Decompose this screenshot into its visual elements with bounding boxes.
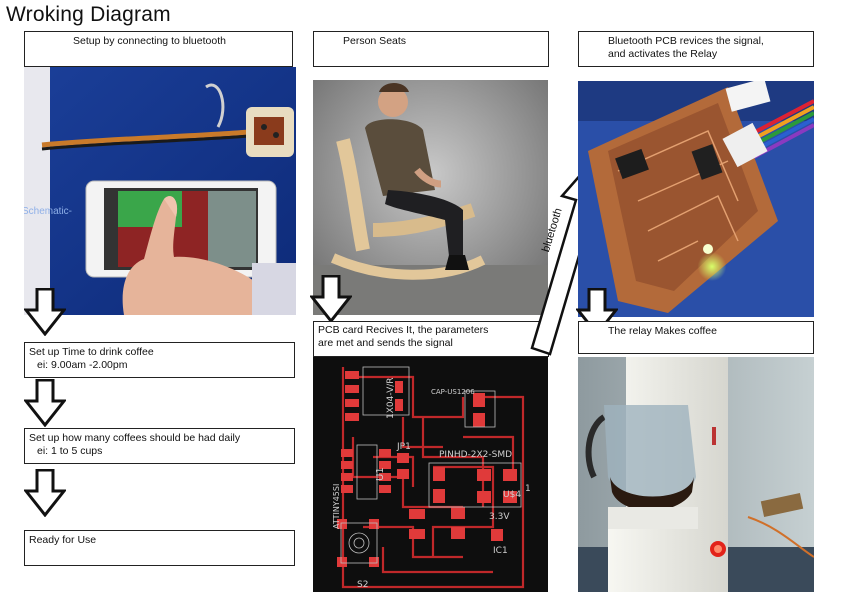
phone-app-photo: Schematic- [24,67,296,315]
step-box-person-seats: Person Seats [313,31,549,67]
pcb-label-ic1: IC1 [493,546,508,556]
coffee-machine-photo [578,357,814,592]
step-box-set-time: Set up Time to drink coffee ei: 9.00am -… [24,342,295,378]
person-seated-photo [313,80,548,315]
step-text: Bluetooth PCB revices the signal, [608,35,764,47]
step-box-coffee-count: Set up how many coffees should be had da… [24,428,295,464]
step-box-pcb-receives: PCB card Recives It, the parameters are … [313,321,549,357]
pcb-layout-image: 1X04-V/R CAP-US1206 JP1 U1 ATTINY45SI PI… [313,357,548,592]
pcb-label-jp1: JP1 [396,442,411,452]
pcb-label-u1: U1 [375,467,386,481]
step-box-relay-coffee: The relay Makes coffee [578,321,814,354]
step-text: Setup by connecting to bluetooth [73,35,226,47]
pcb-label-one: 1 [525,484,531,494]
step-box-ready: Ready for Use [24,530,295,566]
step-text: The relay Makes coffee [608,325,717,337]
pcb-label-part: 1X04-V/R [386,377,396,419]
step-text: Set up how many coffees should be had da… [29,432,241,444]
pcb-label-33v: 3.3V [489,512,510,522]
step-box-connect-bluetooth: Setup by connecting to bluetooth [24,31,293,67]
step-text: and activates the Relay [608,48,718,60]
down-arrow-icon [24,288,66,336]
step-text: Person Seats [343,35,407,47]
down-arrow-icon [24,379,66,427]
step-example-text: ei: 9.00am -2.00pm [37,359,128,371]
down-arrow-icon [310,275,352,323]
pcb-label-u4: U$4 [503,490,521,500]
step-text: PCB card Recives It, the parameters [318,324,489,336]
step-box-bluetooth-pcb: Bluetooth PCB revices the signal, and ac… [578,31,814,67]
schematic-overlay-text: Schematic- [24,206,73,217]
bluetooth-pcb-photo [578,81,814,317]
down-arrow-icon [24,469,66,517]
step-text: Set up Time to drink coffee [29,346,154,358]
step-example-text: ei: 1 to 5 cups [37,445,103,457]
pcb-label-attiny: ATTINY45SI [332,484,341,529]
pcb-label-pinhd: PINHD-2X2-SMD [439,450,512,460]
step-text: Ready for Use [29,534,97,546]
pcb-label-s2: S2 [357,580,368,590]
page-title: Wroking Diagram [6,3,171,26]
pcb-label-cap: CAP-US1206 [431,388,475,396]
step-text: are met and sends the signal [318,337,453,349]
